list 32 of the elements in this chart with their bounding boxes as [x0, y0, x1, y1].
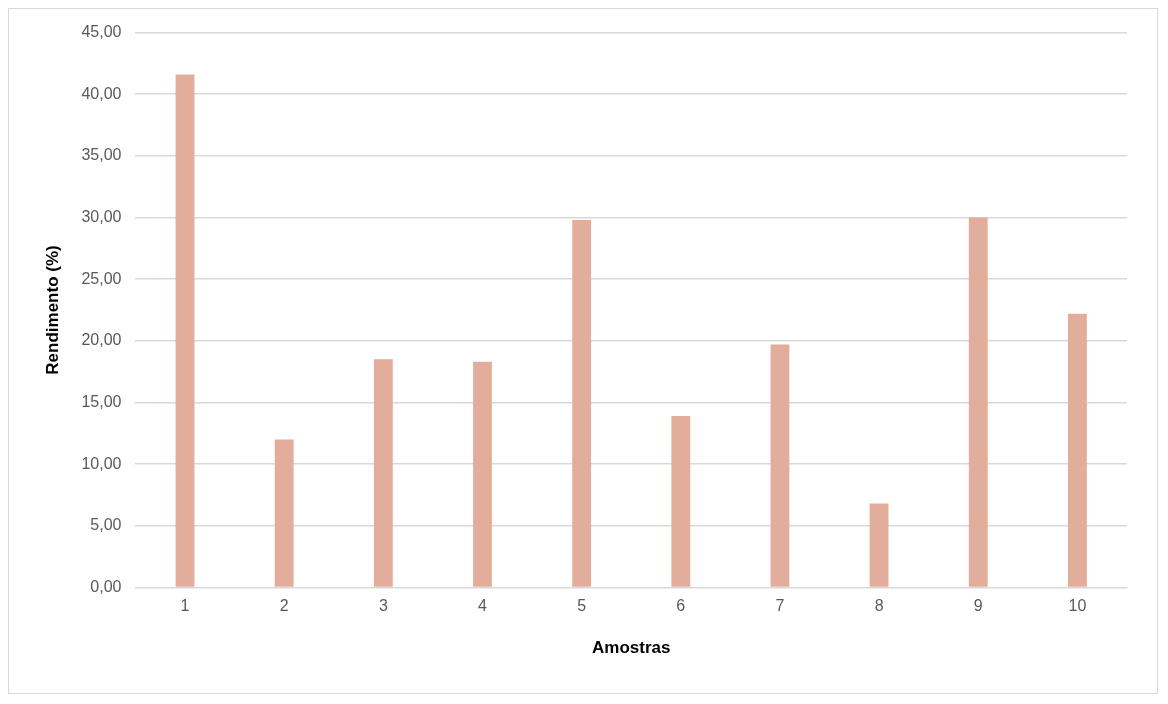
y-axis-title: Rendimento (%): [42, 245, 62, 375]
x-tick-label: 9: [973, 597, 983, 615]
bar: [175, 74, 195, 587]
x-axis-title: Amostras: [592, 638, 671, 658]
y-tick-label: 15,00: [81, 392, 122, 410]
bar: [968, 217, 988, 587]
x-tick-label: 6: [676, 597, 686, 615]
x-tick-label: 2: [279, 597, 289, 615]
bar: [373, 359, 393, 587]
bar: [671, 416, 691, 587]
x-tick-label: 5: [577, 597, 587, 615]
y-tick-label: 0,00: [90, 577, 122, 595]
y-tick-label: 25,00: [81, 269, 122, 287]
y-tick-label: 30,00: [81, 207, 122, 225]
bar: [1068, 313, 1087, 587]
x-tick-label: 7: [775, 597, 785, 615]
x-tick-label: 3: [378, 597, 388, 615]
y-tick-label: 10,00: [81, 454, 122, 472]
bar: [473, 361, 492, 587]
y-tick-label: 45,00: [81, 23, 122, 41]
x-tick-label: 4: [478, 597, 488, 615]
bar: [869, 503, 889, 587]
y-tick-label: 35,00: [81, 146, 122, 164]
bar: [770, 344, 790, 587]
bar: [274, 439, 294, 587]
bar: [572, 220, 592, 587]
y-tick-label: 40,00: [81, 84, 122, 102]
y-tick-label: 5,00: [90, 516, 122, 534]
y-tick-label: 20,00: [81, 331, 122, 349]
x-tick-label: 10: [1068, 597, 1087, 615]
x-tick-label: 8: [874, 597, 884, 615]
x-tick-label: 1: [180, 597, 190, 615]
